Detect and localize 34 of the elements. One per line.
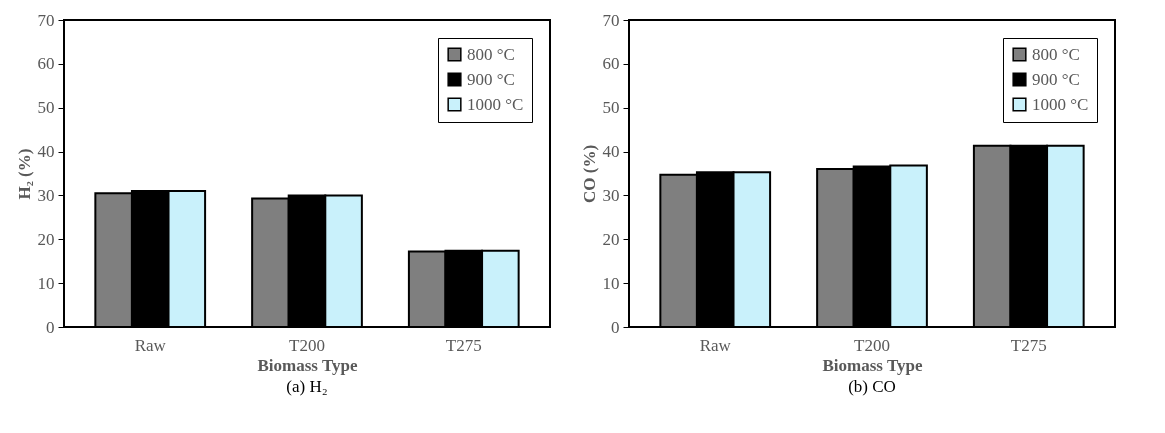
- legend-label: 800 °C: [1032, 44, 1080, 64]
- legend-label: 800 °C: [467, 44, 515, 64]
- y-tick-label: 50: [602, 98, 620, 118]
- x-axis-title: Biomass Type: [822, 355, 923, 375]
- x-tick-label: T200: [854, 335, 890, 355]
- y-tick-label: 60: [602, 54, 620, 74]
- text: (b) CO: [848, 377, 896, 396]
- x-tick-label: T275: [445, 335, 482, 355]
- y-tick-label: 0: [611, 317, 620, 337]
- legend-label: 1000 °C: [1032, 94, 1089, 114]
- y-tick-label: 30: [602, 185, 620, 205]
- y-tick-label: 20: [602, 229, 620, 249]
- y-tick-label: 0: [46, 317, 55, 337]
- y-axis-title: H₂ (%): [14, 148, 34, 200]
- y-tick-label: 10: [602, 273, 620, 293]
- x-tick-label: Raw: [134, 335, 167, 355]
- y-tick-label: 70: [37, 10, 55, 30]
- x-tick-label: T275: [1010, 335, 1047, 355]
- y-tick-label: 60: [37, 54, 55, 74]
- legend-label: 900 °C: [467, 69, 515, 89]
- x-tick-label: Raw: [699, 335, 732, 355]
- y-tick-label: 40: [37, 142, 55, 162]
- legend-label: 1000 °C: [467, 94, 524, 114]
- x-axis-title: Biomass Type: [257, 355, 358, 375]
- text: (a) H₂: [286, 377, 328, 396]
- y-tick-label: 70: [602, 10, 620, 30]
- y-tick-label: 10: [37, 273, 55, 293]
- y-tick-label: 50: [37, 98, 55, 118]
- legend-label: 900 °C: [1032, 69, 1080, 89]
- y-tick-label: 20: [37, 229, 55, 249]
- x-tick-label: T200: [289, 335, 325, 355]
- y-tick-label: 40: [602, 142, 620, 162]
- y-axis-title: CO (%): [579, 144, 599, 204]
- y-tick-label: 30: [37, 185, 55, 205]
